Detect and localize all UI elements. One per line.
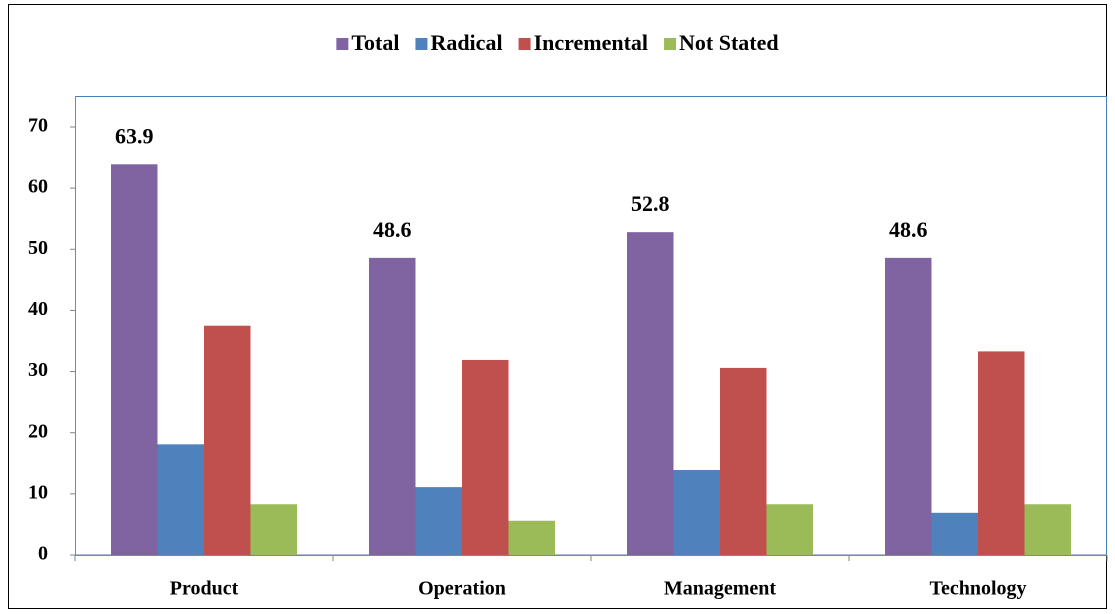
bar xyxy=(931,512,978,555)
y-tick-label: 30 xyxy=(28,359,48,381)
y-tick-label: 70 xyxy=(28,115,48,137)
bar xyxy=(978,351,1025,555)
y-tick-label: 0 xyxy=(38,543,48,565)
y-tick-label: 50 xyxy=(28,237,48,259)
x-tick-label: Technology xyxy=(929,578,1026,600)
legend-label: Incremental xyxy=(534,30,648,55)
data-label: 48.6 xyxy=(889,217,928,242)
bar xyxy=(885,257,932,555)
data-label: 63.9 xyxy=(115,123,154,148)
legend-swatch xyxy=(336,38,349,50)
x-tick-label: Product xyxy=(170,578,239,600)
y-tick-label: 20 xyxy=(28,420,48,442)
legend-swatch xyxy=(518,38,531,50)
x-tick-label: Management xyxy=(664,578,777,600)
bar xyxy=(250,504,297,555)
y-tick-label: 10 xyxy=(28,481,48,503)
bar xyxy=(111,164,158,555)
x-tick-label: Operation xyxy=(418,578,506,600)
data-label: 52.8 xyxy=(631,191,670,216)
bar xyxy=(766,504,813,555)
bar xyxy=(627,232,674,555)
bar xyxy=(369,257,416,555)
bar xyxy=(673,470,720,555)
legend-label: Radical xyxy=(430,30,502,55)
bar xyxy=(1024,504,1071,555)
data-label: 48.6 xyxy=(373,217,412,242)
legend-label: Not Stated xyxy=(679,30,779,55)
bar xyxy=(508,520,555,555)
y-tick-label: 40 xyxy=(28,298,48,320)
legend-swatch xyxy=(664,38,677,50)
bar xyxy=(157,444,204,555)
y-tick-label: 60 xyxy=(28,176,48,198)
bar xyxy=(204,325,251,555)
bar xyxy=(462,359,509,555)
legend-swatch xyxy=(415,38,428,50)
legend-label: Total xyxy=(351,30,399,55)
bar xyxy=(720,367,767,555)
bar xyxy=(415,487,462,555)
